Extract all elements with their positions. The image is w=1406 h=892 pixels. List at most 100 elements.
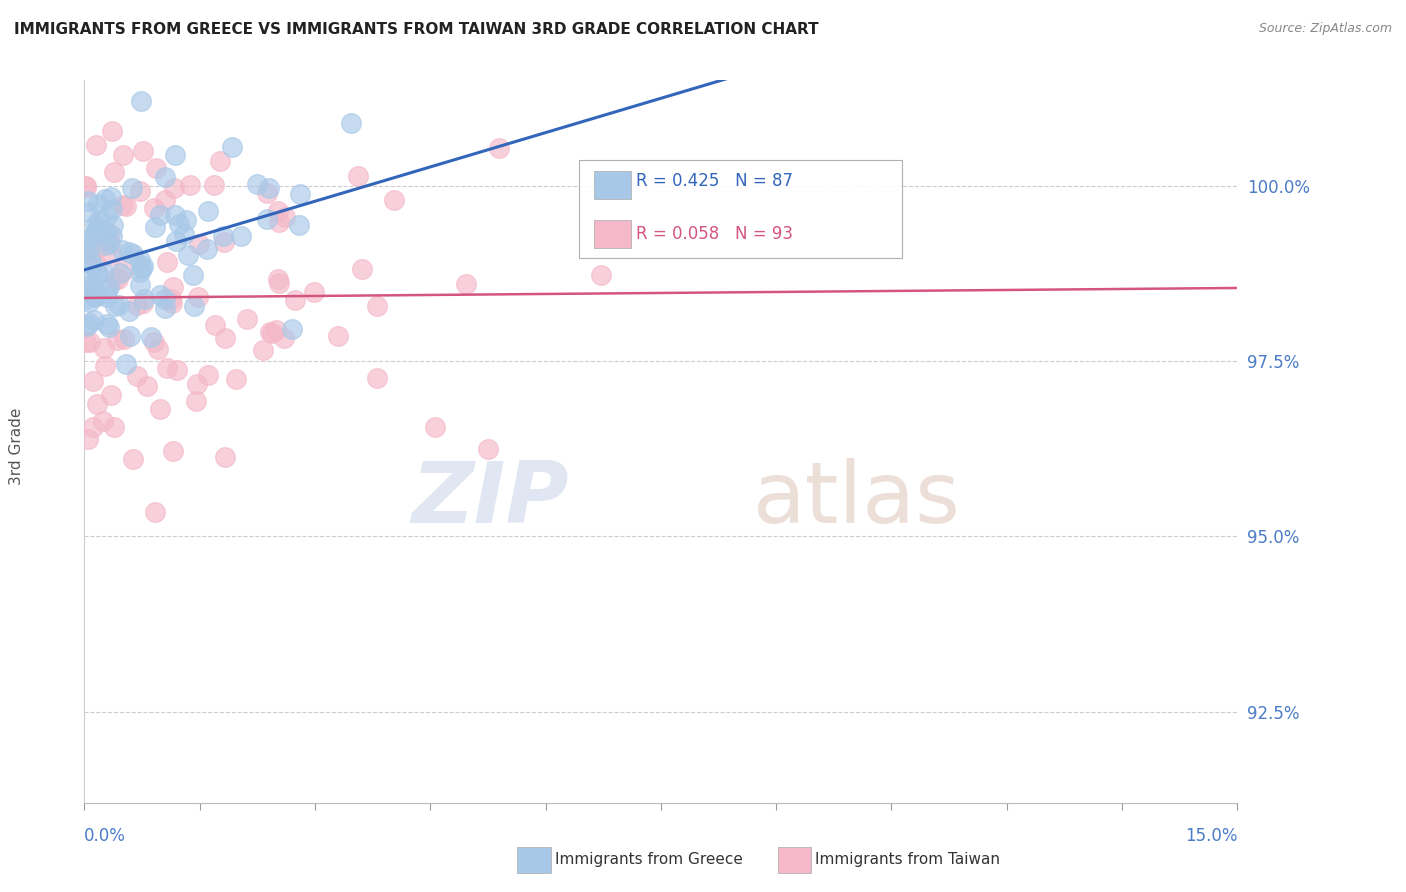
Text: 15.0%: 15.0% [1185,828,1237,846]
Point [86,220,108,235]
Point [350,261,373,276]
Text: R = 0.058   N = 93: R = 0.058 N = 93 [637,225,793,243]
Point [87,196,110,211]
Point [111,264,134,278]
Point [477,442,499,457]
Point [211,228,233,243]
Point [84,286,107,301]
Point [155,292,177,306]
Point [183,299,205,313]
Point [100,388,122,402]
Point [121,451,143,466]
Point [166,363,188,377]
Point [94,226,117,240]
Point [163,181,186,195]
Point [304,285,326,299]
Point [149,208,172,222]
Point [141,329,163,343]
Point [202,178,225,192]
Point [212,235,235,250]
Point [118,303,141,318]
Point [77,205,100,219]
Point [591,268,613,282]
Point [91,265,114,279]
Point [165,148,187,162]
Point [94,237,117,252]
Point [145,161,167,176]
Point [96,317,118,331]
Point [93,359,115,373]
Point [197,204,219,219]
Point [103,218,125,232]
Point [112,198,135,212]
Point [128,265,150,279]
Point [87,222,110,236]
Point [159,292,181,306]
Point [82,420,104,434]
Point [75,178,97,193]
Point [75,292,97,306]
Text: R = 0.425   N = 87: R = 0.425 N = 87 [637,171,793,189]
Point [76,318,98,333]
Point [132,145,155,159]
Point [488,141,510,155]
Point [174,213,197,227]
Point [187,237,209,252]
Point [153,194,176,208]
Point [79,284,101,298]
Point [111,147,134,161]
Point [121,181,143,195]
Point [118,244,141,259]
Point [149,287,172,301]
Point [97,235,120,250]
Point [103,420,125,434]
Point [229,229,252,244]
Point [143,219,166,234]
Point [256,212,278,227]
Point [77,194,100,209]
Text: 0.0%: 0.0% [84,828,127,846]
Point [91,414,114,428]
Point [167,217,190,231]
Point [256,186,278,200]
Point [79,252,101,267]
Point [82,374,104,388]
Point [204,318,226,332]
Point [107,272,129,286]
Point [82,258,104,272]
Point [197,368,219,383]
Point [103,165,125,179]
Point [129,95,152,109]
Point [149,401,172,416]
Point [97,320,120,334]
Point [162,280,184,294]
Point [173,227,195,242]
Point [340,116,363,130]
Point [267,215,290,229]
Point [131,259,153,273]
Point [86,288,108,302]
Point [259,181,281,195]
Text: atlas: atlas [754,458,962,541]
Point [114,333,136,347]
Point [214,331,236,345]
Point [86,137,108,152]
Point [76,236,98,251]
Point [129,278,152,293]
Point [122,247,145,261]
Text: 3rd Grade: 3rd Grade [10,408,24,484]
Point [96,210,118,224]
Point [186,393,208,408]
Point [86,266,108,280]
Point [120,329,142,343]
Point [77,433,100,447]
Point [100,248,122,262]
Text: Immigrants from Taiwan: Immigrants from Taiwan [815,853,1001,867]
Point [96,283,118,297]
Point [100,229,122,244]
Point [165,208,187,222]
Point [148,342,170,356]
Point [131,261,153,276]
Point [83,290,105,304]
Point [86,397,108,411]
